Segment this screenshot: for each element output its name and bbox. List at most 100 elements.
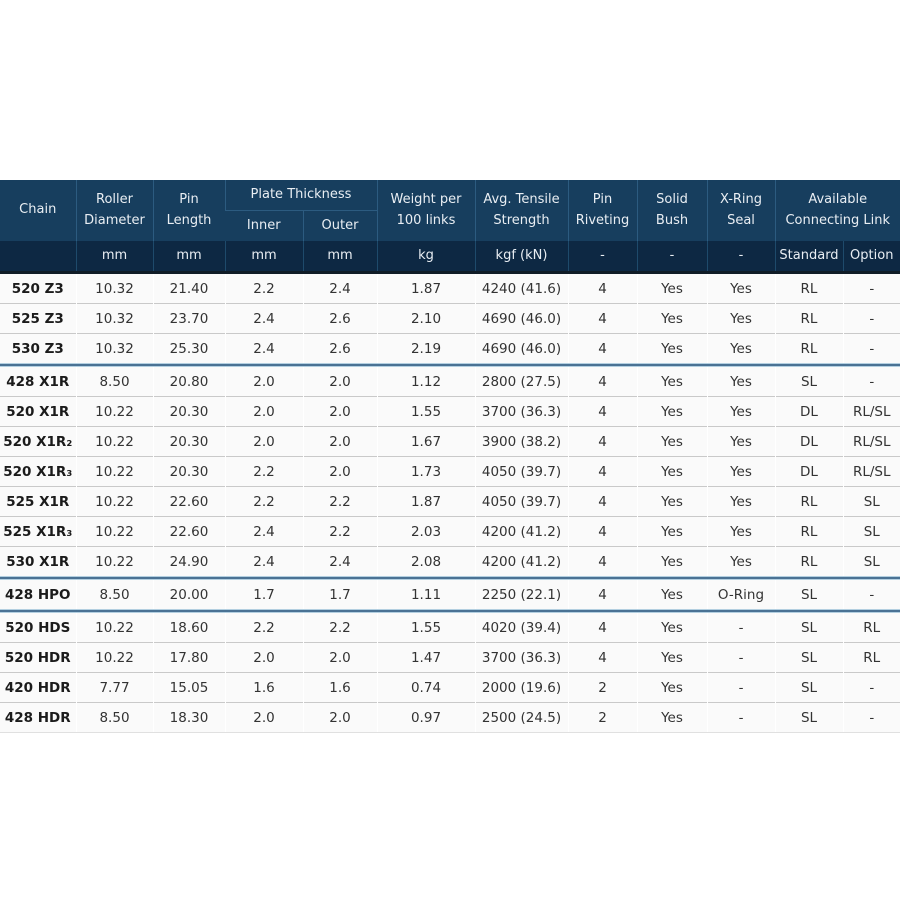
cell-pin-length: 18.60 <box>152 613 225 643</box>
unit-seal: - <box>706 241 775 274</box>
cell-weight: 2.10 <box>376 303 475 334</box>
cell-pin-length: 24.90 <box>152 546 225 576</box>
cell-plate-inner: 2.0 <box>224 702 303 733</box>
cell-pin-length: 20.30 <box>152 396 225 427</box>
cell-solid-bush: Yes <box>636 367 707 397</box>
cell-solid-bush: Yes <box>636 546 707 576</box>
cell-tensile-strength: 4050 (39.7) <box>474 486 568 517</box>
cell-link-option: - <box>842 272 900 304</box>
cell-link-option: - <box>842 672 900 703</box>
cell-roller-diameter: 10.22 <box>75 613 153 643</box>
cell-link-option: - <box>842 333 900 363</box>
col-header-plate-outer: Outer <box>302 210 377 241</box>
cell-chain: 428 HPO <box>0 580 76 609</box>
cell-link-standard: SL <box>774 702 843 733</box>
table-header: Chain Roller Diameter Pin Length Plate T… <box>0 180 900 274</box>
cell-x-ring-seal: - <box>706 702 775 733</box>
table-row: 520 HDR 10.22 17.80 2.0 2.0 1.47 3700 (36.3) 4 Y… <box>0 642 900 673</box>
cell-pin-riveting: 4 <box>567 516 637 547</box>
table-row: 530 X1R 10.22 24.90 2.4 2.4 2.08 4200 (41.2) 4 Y… <box>0 546 900 576</box>
col-header-x-ring-seal: X-Ring Seal <box>706 180 775 241</box>
table-row: 520 X1R 10.22 20.30 2.0 2.0 1.55 3700 (36.3) 4 Y… <box>0 396 900 427</box>
cell-x-ring-seal: Yes <box>706 516 775 547</box>
table-row: 530 Z3 10.32 25.30 2.4 2.6 2.19 4690 (46.0) 4 Ye… <box>0 333 900 363</box>
cell-link-standard: SL <box>774 580 843 609</box>
cell-link-option: SL <box>842 516 900 547</box>
cell-x-ring-seal: Yes <box>706 456 775 487</box>
table-row: 420 HDR 7.77 15.05 1.6 1.6 0.74 2000 (19.6) 2 Ye… <box>0 672 900 703</box>
cell-roller-diameter: 10.22 <box>75 456 153 487</box>
cell-pin-length: 20.80 <box>152 367 225 397</box>
cell-chain: 520 HDS <box>0 613 76 643</box>
cell-roller-diameter: 10.22 <box>75 396 153 427</box>
cell-weight: 1.47 <box>376 642 475 673</box>
cell-x-ring-seal: Yes <box>706 303 775 334</box>
cell-link-standard: RL <box>774 486 843 517</box>
cell-solid-bush: Yes <box>636 580 707 609</box>
cell-weight: 1.87 <box>376 486 475 517</box>
table-row: 428 HDR 8.50 18.30 2.0 2.0 0.97 2500 (24.5) 2 Ye… <box>0 702 900 733</box>
cell-plate-inner: 2.2 <box>224 613 303 643</box>
cell-x-ring-seal: - <box>706 613 775 643</box>
table-body: 520 Z3 10.32 21.40 2.2 2.4 1.87 4240 (41.6) 4 Ye… <box>0 272 900 733</box>
table-row: 428 HPO 8.50 20.00 1.7 1.7 1.11 2250 (22.1) 4 Ye… <box>0 580 900 609</box>
cell-link-standard: SL <box>774 367 843 397</box>
table-row: 525 X1R 10.22 22.60 2.2 2.2 1.87 4050 (39.7) 4 Y… <box>0 486 900 517</box>
unit-link-option: Option <box>842 241 900 274</box>
cell-plate-outer: 2.0 <box>302 396 377 427</box>
cell-roller-diameter: 10.32 <box>75 333 153 363</box>
cell-x-ring-seal: - <box>706 672 775 703</box>
cell-tensile-strength: 4050 (39.7) <box>474 456 568 487</box>
cell-roller-diameter: 10.22 <box>75 546 153 576</box>
cell-roller-diameter: 8.50 <box>75 580 153 609</box>
cell-pin-length: 20.30 <box>152 456 225 487</box>
col-header-plate-thickness: Plate Thickness <box>224 180 377 211</box>
unit-plate-outer: mm <box>302 241 377 274</box>
cell-pin-length: 23.70 <box>152 303 225 334</box>
cell-x-ring-seal: O-Ring <box>706 580 775 609</box>
cell-tensile-strength: 4200 (41.2) <box>474 516 568 547</box>
cell-pin-length: 15.05 <box>152 672 225 703</box>
cell-plate-outer: 2.0 <box>302 642 377 673</box>
cell-link-option: RL/SL <box>842 456 900 487</box>
cell-tensile-strength: 2250 (22.1) <box>474 580 568 609</box>
cell-plate-inner: 2.2 <box>224 486 303 517</box>
cell-link-standard: RL <box>774 546 843 576</box>
cell-pin-riveting: 2 <box>567 702 637 733</box>
cell-pin-riveting: 4 <box>567 456 637 487</box>
cell-roller-diameter: 10.32 <box>75 272 153 304</box>
table-row: 520 X1R₂ 10.22 20.30 2.0 2.0 1.67 3900 (38.2) 4… <box>0 426 900 457</box>
cell-link-standard: RL <box>774 516 843 547</box>
cell-tensile-strength: 3700 (36.3) <box>474 642 568 673</box>
cell-roller-diameter: 10.32 <box>75 303 153 334</box>
cell-chain: 525 X1R₃ <box>0 516 76 547</box>
cell-solid-bush: Yes <box>636 672 707 703</box>
unit-tensile: kgf (kN) <box>474 241 568 274</box>
cell-chain: 525 Z3 <box>0 303 76 334</box>
cell-plate-inner: 2.0 <box>224 367 303 397</box>
units-row: mm mm mm mm kg kgf (kN) - - - Standard O… <box>0 241 900 274</box>
cell-chain: 428 X1R <box>0 367 76 397</box>
cell-pin-riveting: 4 <box>567 580 637 609</box>
cell-x-ring-seal: - <box>706 642 775 673</box>
cell-tensile-strength: 4690 (46.0) <box>474 333 568 363</box>
cell-pin-length: 22.60 <box>152 516 225 547</box>
unit-roller-diameter: mm <box>75 241 153 274</box>
cell-solid-bush: Yes <box>636 396 707 427</box>
cell-weight: 0.74 <box>376 672 475 703</box>
cell-weight: 2.19 <box>376 333 475 363</box>
cell-plate-inner: 2.2 <box>224 272 303 304</box>
cell-pin-riveting: 4 <box>567 367 637 397</box>
cell-roller-diameter: 10.22 <box>75 516 153 547</box>
cell-link-option: RL/SL <box>842 426 900 457</box>
cell-chain: 428 HDR <box>0 702 76 733</box>
cell-x-ring-seal: Yes <box>706 333 775 363</box>
cell-plate-inner: 2.4 <box>224 303 303 334</box>
group-divider-band <box>0 363 900 367</box>
cell-chain: 420 HDR <box>0 672 76 703</box>
cell-chain: 520 X1R₂ <box>0 426 76 457</box>
cell-weight: 2.08 <box>376 546 475 576</box>
cell-solid-bush: Yes <box>636 702 707 733</box>
cell-plate-inner: 2.4 <box>224 516 303 547</box>
cell-link-option: - <box>842 367 900 397</box>
